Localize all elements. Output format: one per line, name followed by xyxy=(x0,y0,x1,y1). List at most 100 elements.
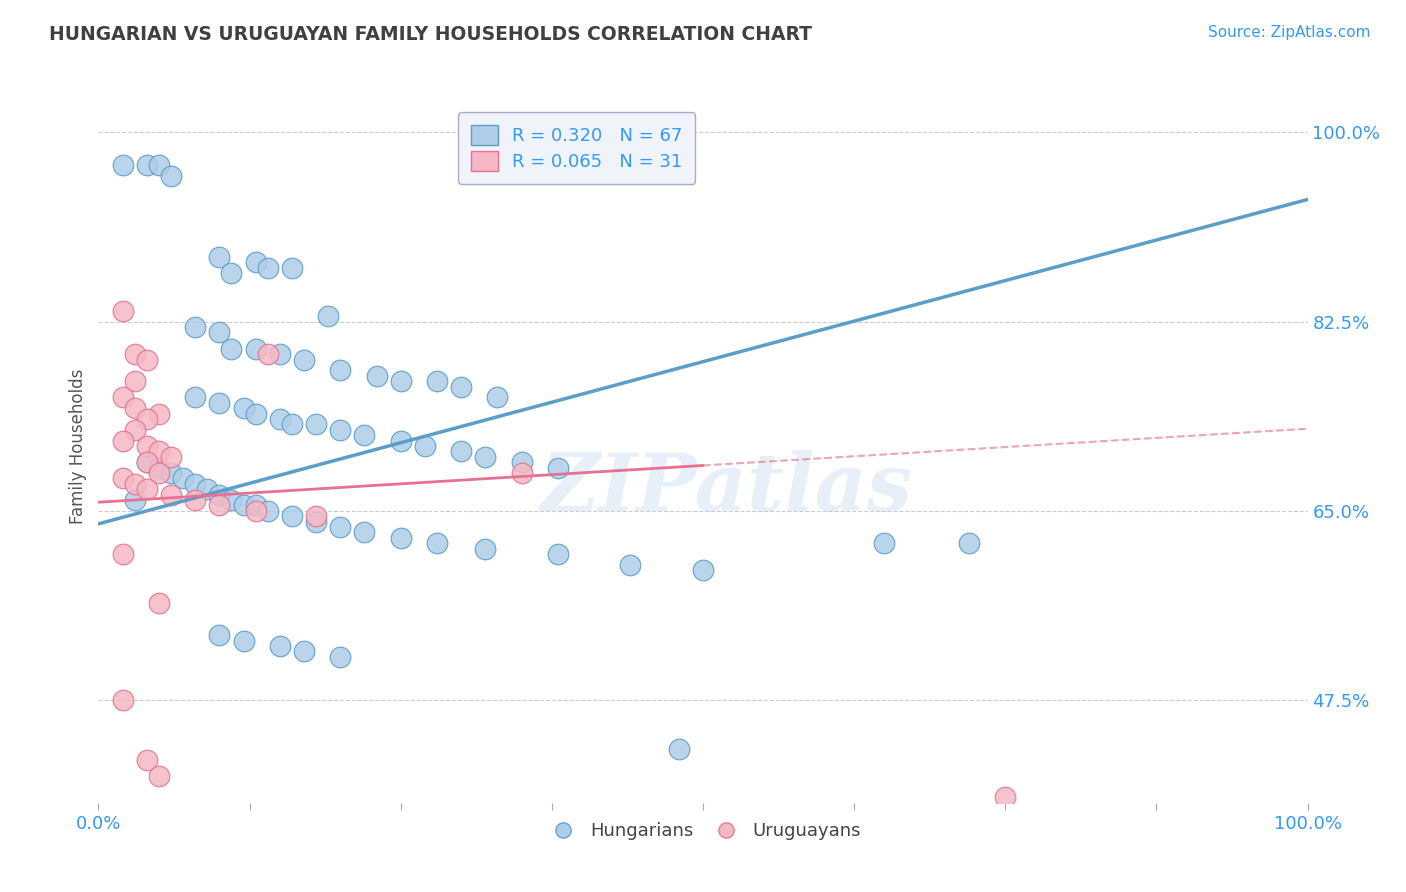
Point xyxy=(232,401,254,416)
Point xyxy=(269,347,291,361)
Point xyxy=(281,417,304,432)
Point xyxy=(474,541,496,556)
Point xyxy=(148,466,170,480)
Point xyxy=(221,342,243,356)
Point xyxy=(160,169,183,183)
Point xyxy=(148,444,170,458)
Point xyxy=(208,488,231,502)
Point xyxy=(450,379,472,393)
Point xyxy=(124,401,146,416)
Point xyxy=(245,407,267,421)
Point xyxy=(426,374,449,388)
Point xyxy=(195,482,218,496)
Point xyxy=(281,509,304,524)
Point xyxy=(148,460,170,475)
Point xyxy=(353,428,375,442)
Point xyxy=(160,488,183,502)
Y-axis label: Family Households: Family Households xyxy=(69,368,87,524)
Point xyxy=(135,455,157,469)
Point xyxy=(389,531,412,545)
Point xyxy=(135,412,157,426)
Legend: Hungarians, Uruguayans: Hungarians, Uruguayans xyxy=(537,815,869,847)
Point xyxy=(148,596,170,610)
Point xyxy=(111,471,134,485)
Point xyxy=(305,509,328,524)
Point xyxy=(111,547,134,561)
Point xyxy=(111,390,134,404)
Text: HUNGARIAN VS URUGUAYAN FAMILY HOUSEHOLDS CORRELATION CHART: HUNGARIAN VS URUGUAYAN FAMILY HOUSEHOLDS… xyxy=(49,25,813,44)
Point xyxy=(208,628,231,642)
Point xyxy=(547,460,569,475)
Point xyxy=(135,352,157,367)
Point xyxy=(232,633,254,648)
Point xyxy=(619,558,641,572)
Point xyxy=(172,471,194,485)
Point xyxy=(184,390,207,404)
Point xyxy=(316,310,339,324)
Point xyxy=(305,417,328,432)
Point xyxy=(245,255,267,269)
Point xyxy=(668,741,690,756)
Point xyxy=(486,390,509,404)
Point xyxy=(148,407,170,421)
Point xyxy=(994,790,1017,805)
Point xyxy=(111,434,134,448)
Point xyxy=(957,536,980,550)
Point xyxy=(160,466,183,480)
Point xyxy=(389,434,412,448)
Point xyxy=(184,476,207,491)
Point xyxy=(184,493,207,508)
Point xyxy=(208,396,231,410)
Point xyxy=(329,520,352,534)
Point xyxy=(329,423,352,437)
Point xyxy=(111,693,134,707)
Point xyxy=(353,525,375,540)
Point xyxy=(208,499,231,513)
Point xyxy=(366,368,388,383)
Point xyxy=(111,303,134,318)
Point xyxy=(135,455,157,469)
Point xyxy=(111,158,134,172)
Point xyxy=(135,753,157,767)
Point xyxy=(124,347,146,361)
Point xyxy=(245,342,267,356)
Point xyxy=(256,260,278,275)
Point xyxy=(269,639,291,653)
Point xyxy=(135,439,157,453)
Point xyxy=(208,326,231,340)
Point xyxy=(135,158,157,172)
Point xyxy=(510,466,533,480)
Point xyxy=(281,260,304,275)
Point xyxy=(135,482,157,496)
Point xyxy=(450,444,472,458)
Point xyxy=(329,363,352,377)
Point xyxy=(389,374,412,388)
Point xyxy=(292,352,315,367)
Point xyxy=(148,158,170,172)
Point xyxy=(547,547,569,561)
Point xyxy=(221,493,243,508)
Point xyxy=(124,476,146,491)
Point xyxy=(305,515,328,529)
Point xyxy=(873,536,896,550)
Point xyxy=(160,450,183,464)
Point xyxy=(269,412,291,426)
Point xyxy=(256,504,278,518)
Point xyxy=(692,563,714,577)
Point xyxy=(426,536,449,550)
Point xyxy=(148,769,170,783)
Point xyxy=(208,250,231,264)
Point xyxy=(232,499,254,513)
Point xyxy=(221,266,243,280)
Point xyxy=(329,649,352,664)
Point xyxy=(510,455,533,469)
Point xyxy=(256,347,278,361)
Point xyxy=(124,423,146,437)
Point xyxy=(124,374,146,388)
Point xyxy=(245,504,267,518)
Point xyxy=(474,450,496,464)
Point xyxy=(413,439,436,453)
Point xyxy=(245,499,267,513)
Point xyxy=(292,644,315,658)
Text: Source: ZipAtlas.com: Source: ZipAtlas.com xyxy=(1208,25,1371,40)
